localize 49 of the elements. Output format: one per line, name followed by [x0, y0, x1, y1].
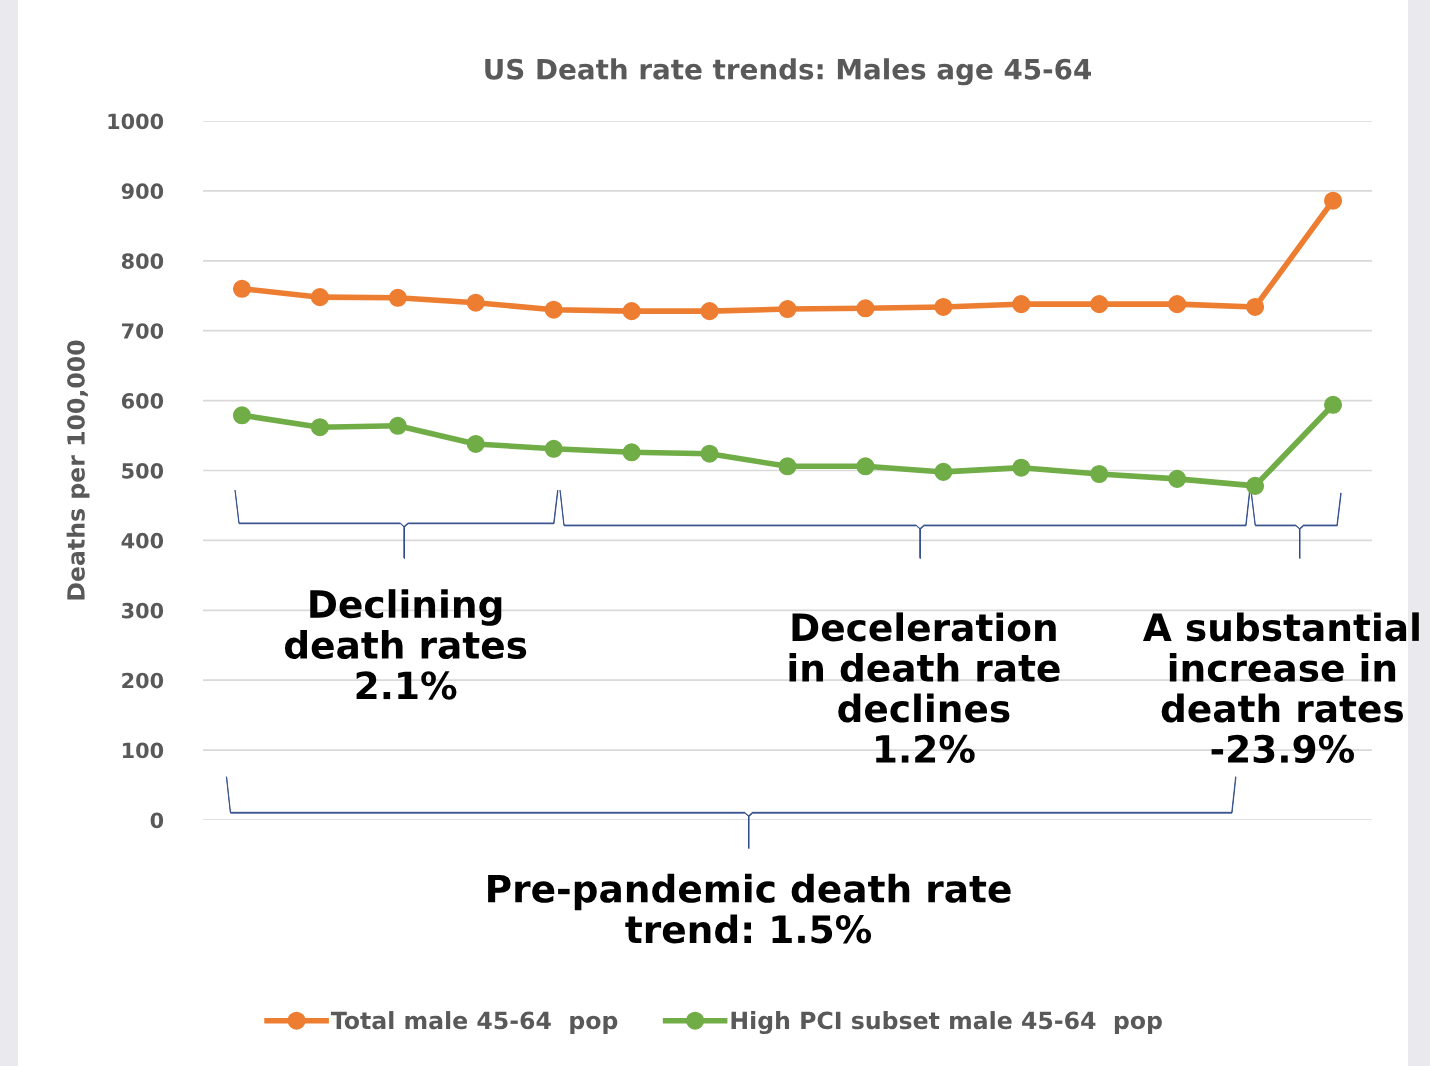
point [1246, 476, 1265, 495]
chart-title: US Death rate trends: Males age 45-64 [485, 58, 1091, 86]
point [544, 439, 563, 458]
legend-label: Total male 45-64 pop [330, 1011, 618, 1034]
point [934, 297, 953, 316]
point [1168, 295, 1187, 314]
y-tick-label: 800 [121, 253, 164, 270]
annotation: Declining death rates 2.1% [284, 589, 527, 700]
point [778, 300, 797, 319]
y-tick-label: 900 [121, 183, 164, 200]
point [1090, 295, 1109, 314]
point [1012, 458, 1031, 477]
point [1324, 191, 1343, 210]
y-tick-label: 700 [122, 323, 164, 339]
point [1168, 469, 1187, 488]
legend-label: High PCI subset male 45-64 pop [731, 1011, 1162, 1035]
point [778, 457, 797, 476]
y-axis-title: Deaths per 100,000 [66, 340, 90, 600]
point [1246, 297, 1265, 316]
point [700, 302, 719, 321]
point [466, 293, 485, 312]
point [1324, 395, 1343, 414]
point [1012, 295, 1031, 314]
point [934, 462, 953, 481]
y-tick-label: 100 [122, 742, 164, 759]
point [388, 288, 407, 307]
point [1090, 464, 1109, 484]
y-tick-label: 400 [121, 532, 164, 549]
text: Pre-pandemic death rate trend: 1.5% [488, 873, 1011, 944]
point [700, 444, 719, 463]
point [466, 434, 485, 453]
point [232, 406, 251, 425]
point [622, 302, 641, 321]
y-tick-label: 600 [121, 393, 164, 409]
y-tick-label: 0 [150, 812, 164, 829]
point [622, 443, 641, 462]
point [388, 416, 407, 435]
point [310, 288, 329, 307]
y-tick-label: 300 [122, 602, 164, 619]
y-tick-label: 1000 [108, 113, 164, 130]
point [544, 300, 563, 319]
annotation: A substantial increase in death rates -23.9% [1143, 612, 1419, 764]
point [856, 299, 875, 318]
point [232, 279, 251, 298]
point [310, 418, 329, 437]
y-tick-label: 200 [122, 672, 164, 689]
point [856, 457, 875, 476]
annotation: Deceleration in death rate declines 1.2% [789, 612, 1060, 764]
y-tick-label: 500 [122, 462, 164, 479]
